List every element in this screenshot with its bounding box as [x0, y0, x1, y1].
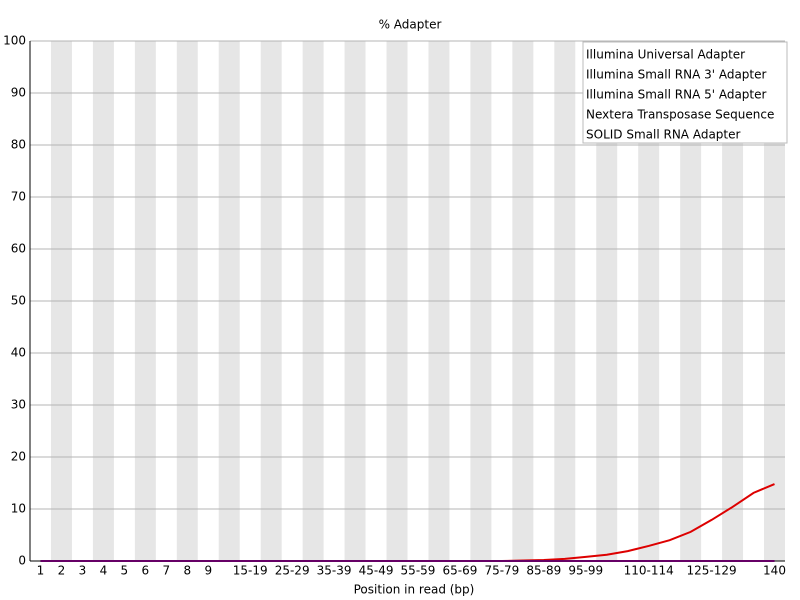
- x-tick-label: 7: [162, 564, 170, 578]
- x-tick-label: 6: [142, 564, 150, 578]
- x-tick-label: 4: [100, 564, 108, 578]
- x-tick-label: 35-39: [317, 564, 352, 578]
- x-tick-label: 85-89: [526, 564, 561, 578]
- x-tick-label: 125-129: [687, 564, 737, 578]
- y-tick-label: 90: [11, 86, 26, 100]
- x-axis-label: Position in read (bp): [354, 583, 475, 597]
- y-tick-label: 60: [11, 242, 26, 256]
- legend-box: [582, 41, 788, 144]
- x-tick-label: 3: [79, 564, 87, 578]
- y-tick-label: 20: [11, 450, 26, 464]
- x-tick-label: 55-59: [401, 564, 436, 578]
- y-tick-label: 10: [11, 502, 26, 516]
- x-tick-label: 15-19: [233, 564, 268, 578]
- legend-label: Illumina Small RNA 3' Adapter: [586, 68, 767, 82]
- legend-label: Nextera Transposase Sequence: [586, 108, 774, 122]
- y-tick-label: 50: [11, 294, 26, 308]
- y-tick-label: 40: [11, 346, 26, 360]
- x-tick-label: 25-29: [275, 564, 310, 578]
- y-tick-label: 80: [11, 138, 26, 152]
- y-tick-label: 0: [18, 554, 26, 568]
- x-tick-label: 140: [763, 564, 786, 578]
- x-tick-label: 110-114: [624, 564, 674, 578]
- axes: 0 10 20 30 40 50 60 70 80 90 100 1 2 3 4 5 6 7 8 9 15-19 25-2…: [3, 34, 786, 578]
- x-tick-label: 45-49: [359, 564, 394, 578]
- x-tick-label: 8: [183, 564, 191, 578]
- x-tick-label: 75-79: [484, 564, 519, 578]
- legend: Illumina Universal Adapter Illumina Small…: [582, 41, 788, 144]
- y-tick-label: 30: [11, 398, 26, 412]
- x-tick-label: 9: [204, 564, 212, 578]
- legend-label: SOLID Small RNA Adapter: [586, 128, 740, 142]
- x-tick-label: 1: [37, 564, 45, 578]
- x-tick-label: 65-69: [442, 564, 477, 578]
- x-tick-label: 95-99: [568, 564, 603, 578]
- chart-title: % Adapter: [379, 18, 442, 32]
- x-tick-label: 2: [58, 564, 66, 578]
- legend-label: Illumina Universal Adapter: [586, 48, 745, 62]
- legend-label: Illumina Small RNA 5' Adapter: [586, 88, 767, 102]
- y-tick-label: 100: [3, 34, 26, 48]
- x-tick-label: 5: [121, 564, 129, 578]
- y-tick-label: 70: [11, 190, 26, 204]
